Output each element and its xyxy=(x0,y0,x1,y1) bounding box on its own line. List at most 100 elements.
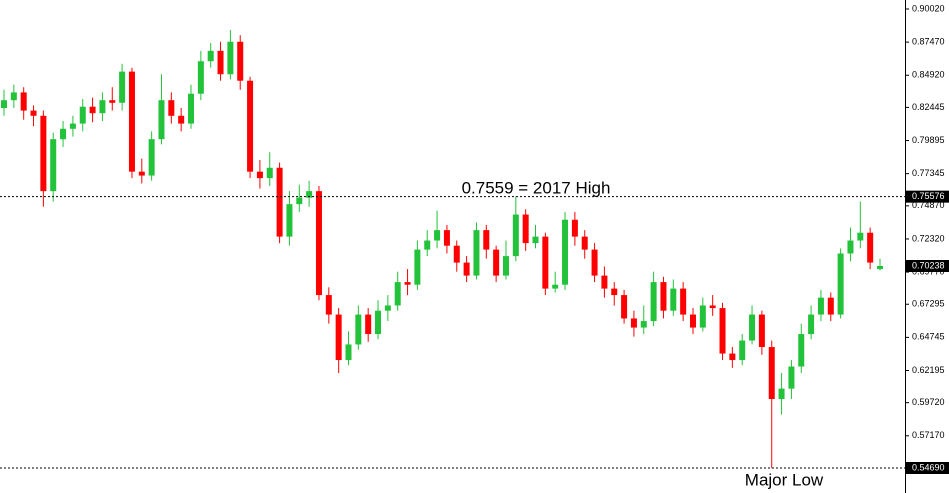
candle-body xyxy=(542,236,549,289)
candle-body xyxy=(384,305,391,311)
candle-body xyxy=(207,50,214,62)
candle-body xyxy=(434,230,441,241)
candle-body xyxy=(79,106,86,124)
candle-body xyxy=(20,92,27,111)
candle-body xyxy=(315,191,322,296)
candle-body xyxy=(424,240,431,250)
candle-body xyxy=(276,167,283,237)
candle-body xyxy=(532,236,539,244)
y-tick-label: 0.82445 xyxy=(912,102,945,112)
candle-body xyxy=(178,115,185,124)
candle-body xyxy=(709,305,716,309)
candle-body xyxy=(109,100,116,103)
candle-body xyxy=(256,171,263,179)
y-tick-label: 0.62195 xyxy=(912,365,945,375)
candle-body xyxy=(10,92,17,101)
candle-body xyxy=(237,41,244,81)
candle-body xyxy=(188,93,195,124)
candle-body xyxy=(552,284,559,289)
candle-body xyxy=(502,256,509,276)
candle-body xyxy=(286,204,293,237)
candle-body xyxy=(30,110,37,116)
candle-body xyxy=(591,249,598,276)
price-marker-box xyxy=(906,190,949,203)
candle-body xyxy=(749,314,756,341)
candle-body xyxy=(660,282,667,311)
candle-body xyxy=(788,366,795,389)
candle-body xyxy=(89,106,96,114)
candle-body xyxy=(128,71,135,172)
candle-body xyxy=(601,275,608,289)
candle-body xyxy=(266,167,273,179)
candle-body xyxy=(808,314,815,335)
candle-body xyxy=(827,297,834,315)
candle-body xyxy=(197,61,204,94)
candle-body xyxy=(60,128,67,140)
y-tick-label: 0.64745 xyxy=(912,332,945,342)
candle-body xyxy=(699,305,706,328)
y-tick-label: 0.90020 xyxy=(912,3,945,13)
y-tick-label: 0.77345 xyxy=(912,168,945,178)
candle-body xyxy=(877,265,883,270)
candle-body xyxy=(571,219,578,237)
candle-body xyxy=(562,219,569,285)
y-tick-label: 0.84920 xyxy=(912,70,945,80)
candle-body xyxy=(640,321,647,328)
price-marker-box xyxy=(906,462,949,474)
candle-body xyxy=(414,249,421,285)
candle-body xyxy=(621,295,628,319)
y-tick-label: 0.57170 xyxy=(912,430,945,440)
candle-body xyxy=(365,314,372,335)
candle-body xyxy=(512,214,519,257)
candle-body xyxy=(158,100,165,140)
candle-body xyxy=(394,282,401,306)
candle-body xyxy=(375,310,382,335)
y-tick-label: 0.74870 xyxy=(912,200,945,210)
candle-body xyxy=(768,347,775,400)
y-tick-label: 0.72320 xyxy=(912,233,945,243)
candle-body xyxy=(611,288,618,296)
candle-body xyxy=(443,230,450,246)
candle-body xyxy=(857,232,864,241)
candle-body xyxy=(719,308,726,354)
candle-body xyxy=(40,115,47,192)
candle-body xyxy=(493,249,500,276)
candle-body xyxy=(581,236,588,250)
candle-body xyxy=(247,80,254,172)
high-annotation: 0.7559 = 2017 High xyxy=(462,178,611,197)
candle-body xyxy=(296,197,303,205)
candle-body xyxy=(689,314,696,328)
candle-body xyxy=(227,41,234,75)
candle-body xyxy=(630,318,637,328)
candle-body xyxy=(729,353,736,361)
y-tick-label: 0.79895 xyxy=(912,135,945,145)
candle-body xyxy=(148,139,155,176)
candle-body xyxy=(758,314,765,348)
candle-body xyxy=(837,253,844,315)
candle-body xyxy=(670,288,677,311)
y-tick-label: 0.67295 xyxy=(912,299,945,309)
candle-body xyxy=(99,100,106,114)
candle-body xyxy=(847,240,854,254)
candle-body xyxy=(1,100,7,108)
candle-body xyxy=(355,314,362,345)
y-tick-label: 0.87470 xyxy=(912,37,945,47)
candle-body xyxy=(325,295,332,315)
candle-body xyxy=(483,230,490,250)
candle-body xyxy=(778,388,785,400)
candle-body xyxy=(306,191,313,198)
y-tick-label: 0.59720 xyxy=(912,397,945,407)
candle-body xyxy=(345,344,352,361)
candle-body xyxy=(867,232,874,263)
candle-body xyxy=(650,282,657,322)
candle-body xyxy=(739,340,746,361)
candle-body xyxy=(404,282,411,285)
candle-body xyxy=(817,297,824,315)
candle-body xyxy=(680,288,687,315)
price-marker-label: 0.70238 xyxy=(912,260,945,270)
candle-body xyxy=(798,334,805,367)
candle-body xyxy=(473,230,480,276)
candle-body xyxy=(119,71,126,103)
low-annotation: Major Low xyxy=(745,470,824,489)
